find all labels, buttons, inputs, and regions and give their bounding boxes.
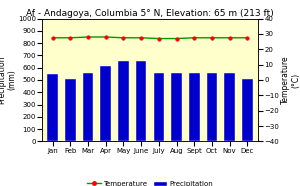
Temperature <box>104 36 107 38</box>
Bar <box>189 73 200 141</box>
Temperature <box>228 37 232 39</box>
Temperature <box>210 37 214 39</box>
Bar <box>100 66 111 141</box>
Line: Temperature: Temperature <box>51 35 249 40</box>
Temperature <box>122 37 125 39</box>
Bar <box>83 73 93 141</box>
Legend: Temperature, Precipitation: Temperature, Precipitation <box>84 178 216 186</box>
Bar <box>65 79 76 141</box>
Y-axis label: Precipitation
(mm): Precipitation (mm) <box>0 56 16 104</box>
Bar <box>47 74 58 141</box>
Temperature <box>157 37 161 40</box>
Bar <box>136 61 146 141</box>
Bar <box>171 73 182 141</box>
Temperature <box>246 37 249 39</box>
Bar <box>224 73 235 141</box>
Bar <box>154 73 164 141</box>
Temperature <box>68 37 72 39</box>
Bar <box>118 61 129 141</box>
Title: Af - Andagoya, Columbia 5° N, Elevation: 65 m (213 ft): Af - Andagoya, Columbia 5° N, Elevation:… <box>26 9 274 18</box>
Temperature <box>86 36 90 38</box>
Temperature <box>51 37 54 39</box>
Y-axis label: Temperature
(°C): Temperature (°C) <box>280 56 300 104</box>
Temperature <box>193 37 196 39</box>
Bar <box>242 79 253 141</box>
Temperature <box>139 37 143 39</box>
Bar <box>207 73 217 141</box>
Temperature <box>175 37 178 40</box>
